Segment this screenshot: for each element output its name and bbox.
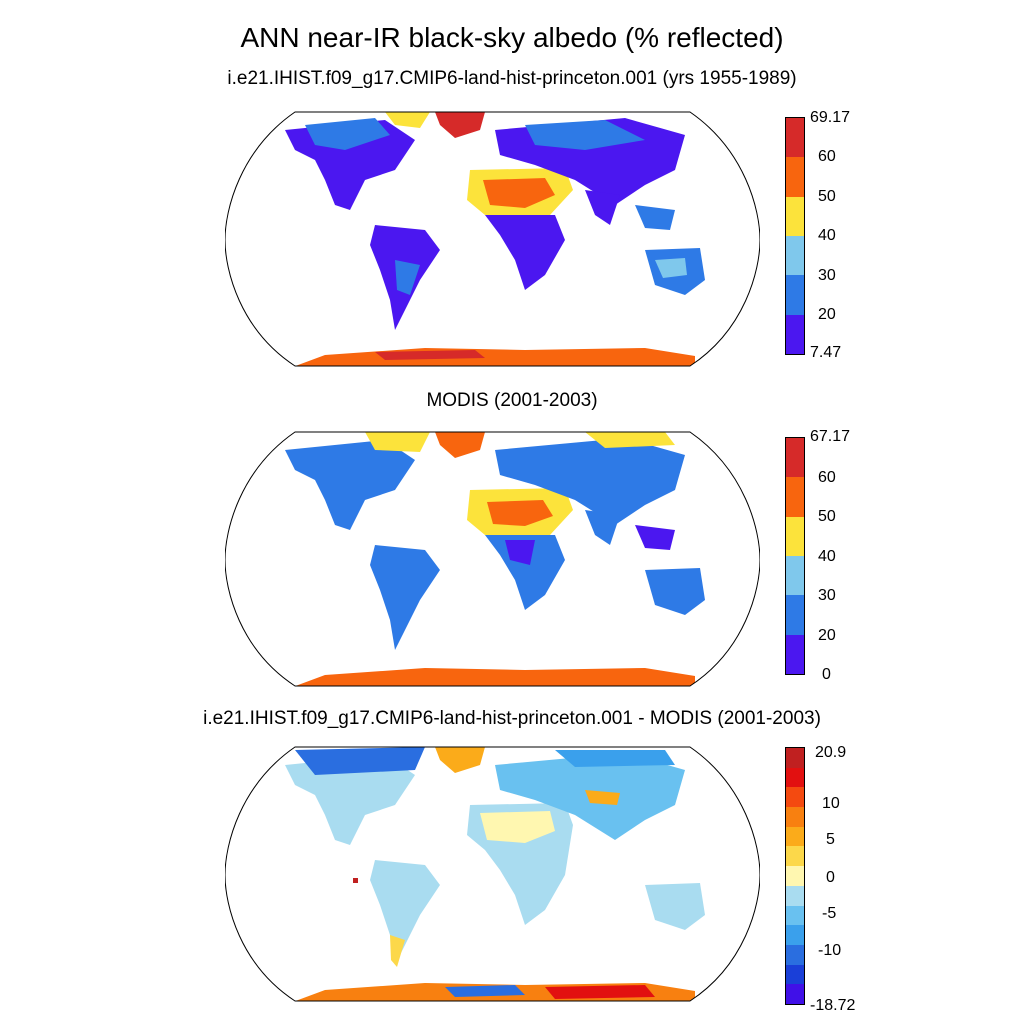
colorbar-segment <box>786 275 804 315</box>
colorbar-segment <box>786 984 804 1004</box>
colorbar-label: 50 <box>818 188 836 205</box>
colorbar-segment <box>786 846 804 867</box>
colorbar-segment <box>786 944 804 965</box>
colorbar-label: 7.47 <box>810 344 842 361</box>
greenland-region <box>435 747 485 773</box>
antarctica-region <box>290 668 695 686</box>
africa-region <box>485 535 565 610</box>
colorbar-label: 0 <box>822 666 831 683</box>
colorbar-segment <box>786 118 804 158</box>
greenland-region <box>435 112 485 138</box>
colorbar-label: 20 <box>818 627 836 644</box>
colorbar-segment <box>786 767 804 788</box>
colorbar-segment <box>786 438 804 478</box>
colorbar-segment <box>786 787 804 808</box>
panel3-colorbar <box>785 747 805 1005</box>
africa-region <box>485 215 565 290</box>
colorbar-label: 0 <box>826 869 835 886</box>
island-marker <box>353 878 358 883</box>
central-africa-region <box>505 540 535 565</box>
north-america-region <box>285 755 415 845</box>
sahara-region <box>483 178 555 208</box>
colorbar-label: 20 <box>818 306 836 323</box>
panel2-map <box>225 430 760 688</box>
colorbar-label: 5 <box>826 831 835 848</box>
south-america-region <box>370 860 440 965</box>
australia-region <box>645 568 705 615</box>
eurasia-region <box>495 438 685 525</box>
patagonia-region <box>390 935 405 967</box>
southeast-asia-region <box>635 205 675 230</box>
colorbar-segment <box>786 748 804 768</box>
colorbar-segment <box>786 157 804 197</box>
sahara-region <box>480 811 555 843</box>
colorbar-segment <box>786 235 804 276</box>
panel3-map-svg <box>225 746 760 1002</box>
colorbar-segment <box>786 964 804 985</box>
colorbar-segment <box>786 595 804 635</box>
antarctica-region <box>375 350 485 360</box>
colorbar-label: -5 <box>822 905 837 922</box>
arctic-islands-region <box>385 112 430 128</box>
australia-region <box>645 883 705 930</box>
colorbar-label: 60 <box>818 469 836 486</box>
antarctica-region <box>545 985 655 999</box>
eurasia-region <box>525 120 645 150</box>
map-border <box>225 111 760 367</box>
colorbar-label: 40 <box>818 227 836 244</box>
arctic-islands-region <box>365 432 430 452</box>
panel2-map-svg <box>225 431 760 687</box>
colorbar-label: -10 <box>818 942 842 959</box>
panel1-colorbar <box>785 117 805 355</box>
panel2-colorbar <box>785 437 805 675</box>
colorbar-segment <box>786 905 804 926</box>
colorbar-segment <box>786 516 804 556</box>
colorbar-label: 69.17 <box>810 109 851 126</box>
siberia-region <box>555 750 675 767</box>
antarctica-region <box>290 348 695 366</box>
figure-title: ANN near-IR black-sky albedo (% reflecte… <box>240 22 784 53</box>
colorbar-segment <box>786 634 804 674</box>
colorbar-segment <box>786 314 804 354</box>
antarctica-region <box>445 985 525 997</box>
central-asia-region <box>585 790 620 805</box>
sahara-region <box>487 500 553 526</box>
panel1-map <box>225 110 760 368</box>
siberia-region <box>585 432 675 448</box>
north-america-region <box>285 440 415 530</box>
colorbar-label: 10 <box>822 795 840 812</box>
colorbar-label: 50 <box>818 508 836 525</box>
india-region <box>585 190 620 225</box>
colorbar-segment <box>786 807 804 827</box>
colorbar-segment <box>786 925 804 945</box>
colorbar-label: 40 <box>818 548 836 565</box>
panel1-map-svg <box>225 111 760 367</box>
map-border <box>225 431 760 687</box>
colorbar-segment <box>786 826 804 847</box>
greenland-region <box>435 432 485 458</box>
panel3-map <box>225 745 760 1003</box>
map-border <box>225 746 760 1002</box>
panel1-subtitle: i.e21.IHIST.f09_g17.CMIP6-land-hist-prin… <box>227 68 797 89</box>
colorbar-label: 20.9 <box>815 744 847 761</box>
south-america-region <box>395 260 420 295</box>
south-america-region <box>370 545 440 650</box>
india-region <box>585 510 620 545</box>
colorbar-segment <box>786 477 804 517</box>
colorbar-label: 30 <box>818 267 836 284</box>
australia-region <box>655 258 687 278</box>
colorbar-segment <box>786 866 804 886</box>
colorbar-label: 60 <box>818 148 836 165</box>
colorbar-segment <box>786 196 804 236</box>
panel3-subtitle: i.e21.IHIST.f09_g17.CMIP6-land-hist-prin… <box>203 708 821 729</box>
southeast-asia-region <box>635 525 675 550</box>
arctic-region <box>295 747 425 775</box>
colorbar-segment <box>786 885 804 906</box>
colorbar-label: -18.72 <box>810 997 856 1014</box>
colorbar-label: 67.17 <box>810 428 851 445</box>
colorbar-segment <box>786 555 804 596</box>
north-america-region <box>305 118 390 150</box>
panel2-subtitle: MODIS (2001-2003) <box>426 390 598 411</box>
colorbar-label: 30 <box>818 587 836 604</box>
